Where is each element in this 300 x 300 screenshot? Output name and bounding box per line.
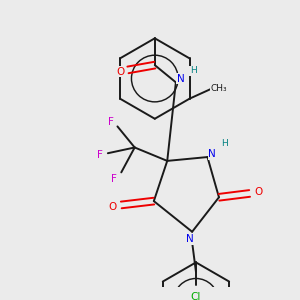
Text: Cl: Cl (191, 292, 201, 300)
Text: N: N (208, 149, 216, 159)
Text: H: H (190, 66, 196, 75)
Text: N: N (177, 74, 184, 83)
Text: H: H (221, 139, 228, 148)
Text: O: O (116, 67, 124, 77)
Text: O: O (254, 187, 262, 196)
Text: CH₃: CH₃ (210, 84, 227, 93)
Text: F: F (108, 117, 114, 127)
Text: O: O (109, 202, 117, 212)
Text: F: F (97, 150, 103, 160)
Text: N: N (186, 234, 194, 244)
Text: F: F (111, 174, 116, 184)
